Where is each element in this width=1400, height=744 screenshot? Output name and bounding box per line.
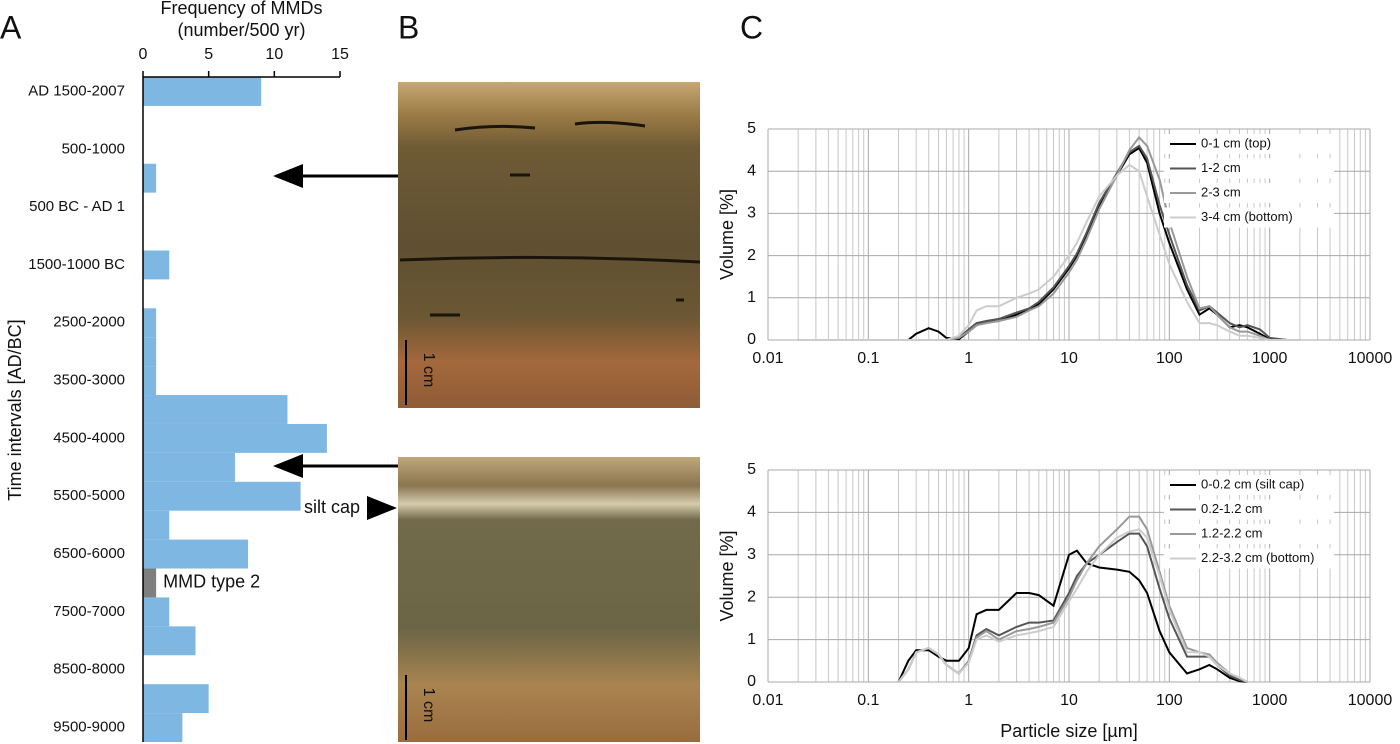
x-tick-label: 5 — [204, 46, 213, 63]
legend-bg — [1164, 499, 1334, 520]
bar — [143, 597, 170, 627]
y-tick-label: 8500-8000 — [53, 661, 125, 678]
y-tick-label: 9500-9000 — [53, 719, 125, 736]
x-tick-label: 0 — [139, 46, 148, 63]
legend-entry: 3-4 cm (bottom) — [1201, 209, 1293, 224]
y-tick-label: 500 BC - AD 1 — [29, 198, 125, 215]
y-tick-label: 0 — [747, 673, 756, 690]
bar — [143, 684, 209, 714]
core-photo — [398, 457, 700, 742]
bar — [143, 539, 249, 569]
legend-entry: 1-2 cm — [1201, 160, 1241, 175]
legend-bg — [1164, 548, 1334, 569]
bar — [143, 423, 327, 453]
x-axis-label: (number/500 yr) — [177, 20, 305, 40]
x-tick-label: 10 — [1060, 692, 1078, 709]
y-tick-label: 4500-4000 — [53, 429, 125, 446]
bar — [143, 366, 157, 396]
annotation: silt cap — [304, 497, 360, 517]
x-tick-label: 0.01 — [752, 350, 783, 367]
y-tick-label: 4 — [747, 162, 756, 179]
series-line — [798, 135, 1300, 341]
x-tick-label: 100 — [1156, 350, 1183, 367]
y-tick-label: 5 — [747, 461, 756, 478]
bar — [143, 250, 170, 280]
x-tick-label: 1000 — [1252, 350, 1288, 367]
legend-entry: 1.2-2.2 cm — [1201, 525, 1262, 540]
y-axis-label: Volume [%] — [717, 530, 737, 621]
y-tick-label: 1 — [747, 289, 756, 306]
bar — [143, 713, 183, 742]
crack — [399, 120, 701, 317]
legend-entry: 0.2-1.2 cm — [1201, 501, 1262, 516]
y-axis-label: Time intervals [AD/BC] — [5, 319, 25, 500]
x-axis-label: Particle size [µm] — [1000, 721, 1137, 741]
y-tick-label: 3500-3000 — [53, 372, 125, 389]
scale-label: 1 cm — [420, 688, 437, 723]
legend-bg — [1164, 475, 1334, 495]
x-tick-label: 1000 — [1252, 692, 1288, 709]
core-photo — [398, 82, 700, 408]
y-tick-label: 2 — [747, 247, 756, 264]
bar — [143, 568, 157, 598]
x-axis-label: Frequency of MMDs — [160, 0, 322, 18]
legend-entry: 2.2-3.2 cm (bottom) — [1201, 550, 1314, 565]
legend-entry: 2-3 cm — [1201, 184, 1241, 199]
bar — [143, 395, 288, 424]
y-tick-label: 6500-6000 — [53, 545, 125, 562]
x-tick-label: 10000 — [1348, 350, 1393, 367]
legend-bg — [1164, 158, 1334, 179]
y-axis-label: Volume [%] — [717, 189, 737, 280]
legend-entry: 0-0.2 cm (silt cap) — [1201, 476, 1304, 491]
series-line — [897, 528, 1248, 683]
x-tick-label: 100 — [1156, 692, 1183, 709]
y-tick-label: 5 — [747, 120, 756, 137]
legend-bg — [1164, 183, 1334, 203]
y-tick-label: 4 — [747, 504, 756, 521]
x-tick-label: 0.1 — [857, 692, 879, 709]
y-tick-label: 1 — [747, 631, 756, 648]
x-tick-label: 1 — [964, 692, 973, 709]
x-tick-label: 1 — [964, 350, 973, 367]
bar — [143, 77, 262, 106]
series-line — [897, 549, 1248, 683]
bar — [143, 452, 235, 482]
x-tick-label: 10 — [1060, 350, 1078, 367]
y-tick-label: 7500-7000 — [53, 603, 125, 620]
bar — [143, 481, 301, 511]
bar — [143, 163, 157, 193]
legend-bg — [1164, 207, 1334, 228]
legend-bg — [1164, 134, 1334, 154]
bar — [143, 308, 157, 338]
legend-bg — [1164, 524, 1334, 544]
x-tick-label: 0.1 — [857, 350, 879, 367]
y-tick-label: AD 1500-2007 — [28, 82, 125, 99]
y-tick-label: 1500-1000 BC — [28, 256, 125, 273]
x-tick-label: 10 — [265, 46, 283, 63]
y-tick-label: 3 — [747, 546, 756, 563]
series-line — [798, 163, 1300, 341]
bar — [143, 626, 196, 656]
scale-label: 1 cm — [420, 353, 437, 388]
panel-letter: B — [398, 9, 419, 45]
x-tick-label: 0.01 — [752, 692, 783, 709]
panel-letter: A — [0, 9, 22, 45]
y-tick-label: 5500-5000 — [53, 487, 125, 504]
x-tick-label: 15 — [331, 46, 349, 63]
x-tick-label: 10000 — [1348, 692, 1393, 709]
bar — [143, 337, 157, 367]
bar — [143, 510, 170, 540]
y-tick-label: 500-1000 — [62, 140, 125, 157]
photo-panel: B 1 cm 1 cm silt cap — [273, 9, 701, 742]
panel-letter: C — [740, 9, 763, 45]
y-tick-label: 3 — [747, 205, 756, 222]
legend-entry: 0-1 cm (top) — [1201, 135, 1271, 150]
y-tick-label: 2500-2000 — [53, 314, 125, 331]
y-tick-label: 0 — [747, 331, 756, 348]
annotation: MMD type 2 — [163, 572, 260, 592]
y-tick-label: 2 — [747, 588, 756, 605]
